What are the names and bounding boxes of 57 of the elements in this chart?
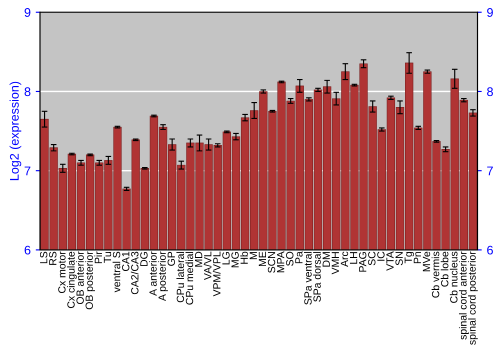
x-tick-label: A anterior xyxy=(149,251,157,296)
x-tick-label: DM xyxy=(322,252,330,267)
x-tick-label: Pir xyxy=(94,251,102,264)
x-tick-label: MPA xyxy=(277,251,284,272)
x-tick-label: VTA xyxy=(386,251,394,271)
x-tick-label: ME xyxy=(258,252,266,266)
x-tick-label: Pn xyxy=(414,252,421,264)
y-tick-label: 9 xyxy=(24,8,30,17)
x-tick-label: CA2/CA3 xyxy=(130,252,138,294)
x-tick-label: CPu medial xyxy=(186,252,194,305)
y-tick-label: 6 xyxy=(24,246,30,255)
y2-tick-label: 9 xyxy=(487,8,493,17)
x-tick-label: OB posterior xyxy=(85,251,95,310)
y-tick-label: 7 xyxy=(24,166,30,176)
x-tick-label: Cb vermis xyxy=(432,252,440,298)
x-tick-label: SCN xyxy=(268,252,276,273)
x-tick-label: GP xyxy=(168,252,175,266)
x-tick-label: MG xyxy=(231,252,239,268)
y-axis-title: Log2 (expression) xyxy=(10,82,22,180)
x-tick-label: MD xyxy=(195,252,202,267)
x-tick-label: ventral S xyxy=(112,252,120,292)
y2-tick-label: 6 xyxy=(487,246,493,255)
x-tick-label: Cb lobe xyxy=(440,252,448,287)
x-tick-label: SN xyxy=(395,252,403,266)
x-tick-label: SO xyxy=(286,252,294,266)
x-tick-label: Tg xyxy=(404,252,414,264)
x-tick-label: MVe xyxy=(422,252,430,272)
x-tick-label: Cx motor xyxy=(58,251,66,294)
x-tick-label: Hb xyxy=(240,252,248,264)
x-tick-label: Pa xyxy=(295,251,303,264)
x-tick-label: CPu lateral xyxy=(176,252,184,302)
x-tick-label: SC xyxy=(368,252,376,266)
x-tick-label: LG xyxy=(222,252,230,264)
x-tick-label: A posterior xyxy=(158,251,168,302)
x-tick-label: Tu xyxy=(104,252,112,263)
x-tick-label: LS xyxy=(40,252,48,264)
x-tick-label: CA1 xyxy=(122,252,130,272)
x-tick-label: M xyxy=(250,252,257,260)
x-tick-label: LH xyxy=(350,252,358,264)
x-tick-label: RS xyxy=(49,252,56,265)
x-tick-label: OB anterior xyxy=(76,251,84,304)
y2-tick-label: 7 xyxy=(487,166,493,176)
x-tick-label: PAG xyxy=(358,252,366,272)
y2-tick-label: 8 xyxy=(487,87,493,96)
x-tick-label: spinal cord posterior xyxy=(468,251,478,345)
x-tick-label: Arc xyxy=(340,252,348,267)
x-tick-label: VA/VL xyxy=(204,252,212,280)
x-tick-label: Cb nucleus xyxy=(450,252,458,303)
x-tick-label: IC xyxy=(377,252,385,261)
y-tick-label: 8 xyxy=(24,87,30,96)
x-tick-label: VMH xyxy=(332,252,339,274)
x-tick-label: VPM/VPL xyxy=(212,252,221,296)
x-tick-label: SPa ventral xyxy=(304,252,312,305)
x-tick-label: DG xyxy=(140,252,148,266)
x-tick-label: spinal cord anterior xyxy=(458,251,469,340)
x-tick-label: SPa dorsal xyxy=(313,252,321,302)
x-tick-label: Cx cingulate xyxy=(67,252,77,308)
